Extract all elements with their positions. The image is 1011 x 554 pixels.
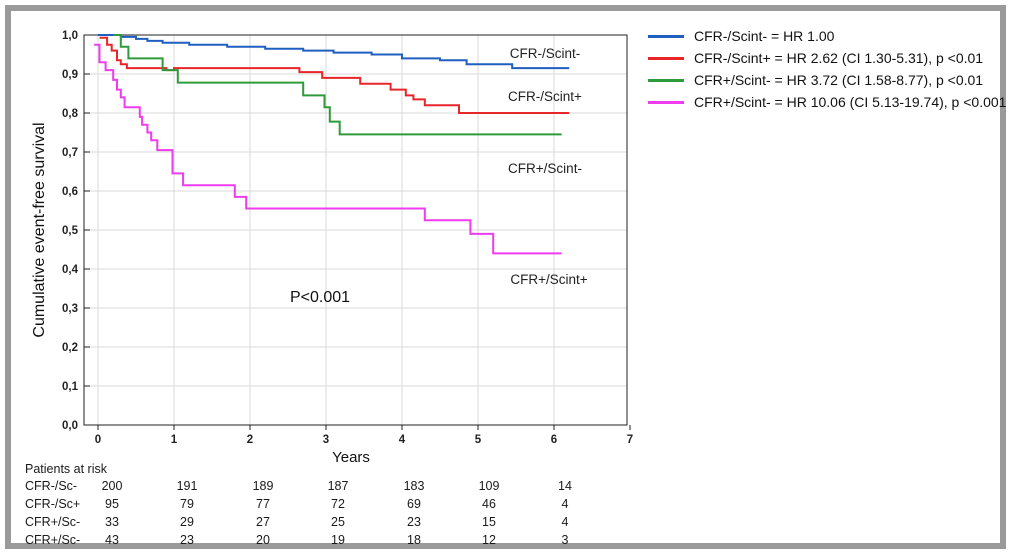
x-axis-ticks: 0 1 2 3 4 5 6 7 <box>95 425 633 446</box>
legend-text-2: CFR-/Scint+ = HR 2.62 (CI 1.30-5.31), p … <box>694 50 984 66</box>
legend-swatch-2 <box>648 56 684 60</box>
legend-swatch-4 <box>648 100 684 104</box>
x-tick-label-4: 4 <box>399 434 406 446</box>
legend-entry-4: CFR+/Scint- = HR 10.06 (CI 5.13-19.74), … <box>648 93 1006 111</box>
legend-text-1: CFR-/Scint- = HR 1.00 <box>694 28 835 44</box>
curve-label-4: CFR+/Scint+ <box>510 272 587 287</box>
series-line-1 <box>98 34 570 70</box>
legend-swatch-3 <box>648 78 684 82</box>
legend-entry-1: CFR-/Scint- = HR 1.00 <box>648 27 834 45</box>
y-tick-label-9: 0,9 <box>62 69 78 81</box>
y-tick-label-0: 0,0 <box>62 420 78 432</box>
x-tick-label-6: 6 <box>551 434 557 446</box>
x-tick-label-5: 5 <box>475 434 482 446</box>
y-tick-label-6: 0,6 <box>62 186 78 198</box>
legend-text-4: CFR+/Scint- = HR 10.06 (CI 5.13-19.74), … <box>694 94 1007 110</box>
y-tick-label-10: 1,0 <box>62 30 78 42</box>
legend-swatch-1 <box>648 34 684 38</box>
legend-text-3: CFR+/Scint- = HR 3.72 (CI 1.58-8.77), p … <box>694 72 984 88</box>
y-tick-label-3: 0,3 <box>62 303 78 315</box>
y-tick-label-8: 0,8 <box>62 108 79 120</box>
y-axis-ticks: 0,0 0,1 0,2 0,3 0,4 0,5 0,6 0,7 0,8 0,9 1,0 <box>62 30 90 432</box>
x-tick-label-1: 1 <box>171 434 178 446</box>
y-axis-label: Cumulative event-free survival <box>31 122 48 337</box>
p-value-annotation: P<0.001 <box>290 289 350 306</box>
y-tick-label-2: 0,2 <box>62 342 78 354</box>
y-tick-label-5: 0,5 <box>62 225 79 237</box>
y-tick-label-4: 0,4 <box>62 264 79 276</box>
curve-labels: CFR-/Scint- CFR-/Scint+ CFR+/Scint- CFR+/Sc… <box>508 46 588 287</box>
plot-area: 0,0 0,1 0,2 0,3 0,4 0,5 0,6 0,7 0,8 0,9 1,0 0 1 2 3 4 5… <box>62 30 633 446</box>
x-tick-label-2: 2 <box>247 434 253 446</box>
legend-entry-3: CFR+/Scint- = HR 3.72 (CI 1.58-8.77), p … <box>648 71 983 89</box>
legend-entry-2: CFR-/Scint+ = HR 2.62 (CI 1.30-5.31), p … <box>648 49 983 67</box>
x-axis-label: Years <box>332 449 370 466</box>
x-tick-label-0: 0 <box>95 434 101 446</box>
x-tick-label-3: 3 <box>323 434 329 446</box>
x-tick-label-7: 7 <box>627 434 633 446</box>
curve-label-1: CFR-/Scint- <box>510 46 581 61</box>
curve-label-3: CFR+/Scint- <box>508 161 582 176</box>
survival-curves <box>94 34 570 255</box>
series-line-4 <box>94 43 562 255</box>
series-line-3 <box>113 34 562 136</box>
y-tick-label-1: 0,1 <box>62 381 79 393</box>
curve-label-2: CFR-/Scint+ <box>508 89 582 104</box>
y-tick-label-7: 0,7 <box>62 147 78 159</box>
series-line-2 <box>99 36 570 114</box>
